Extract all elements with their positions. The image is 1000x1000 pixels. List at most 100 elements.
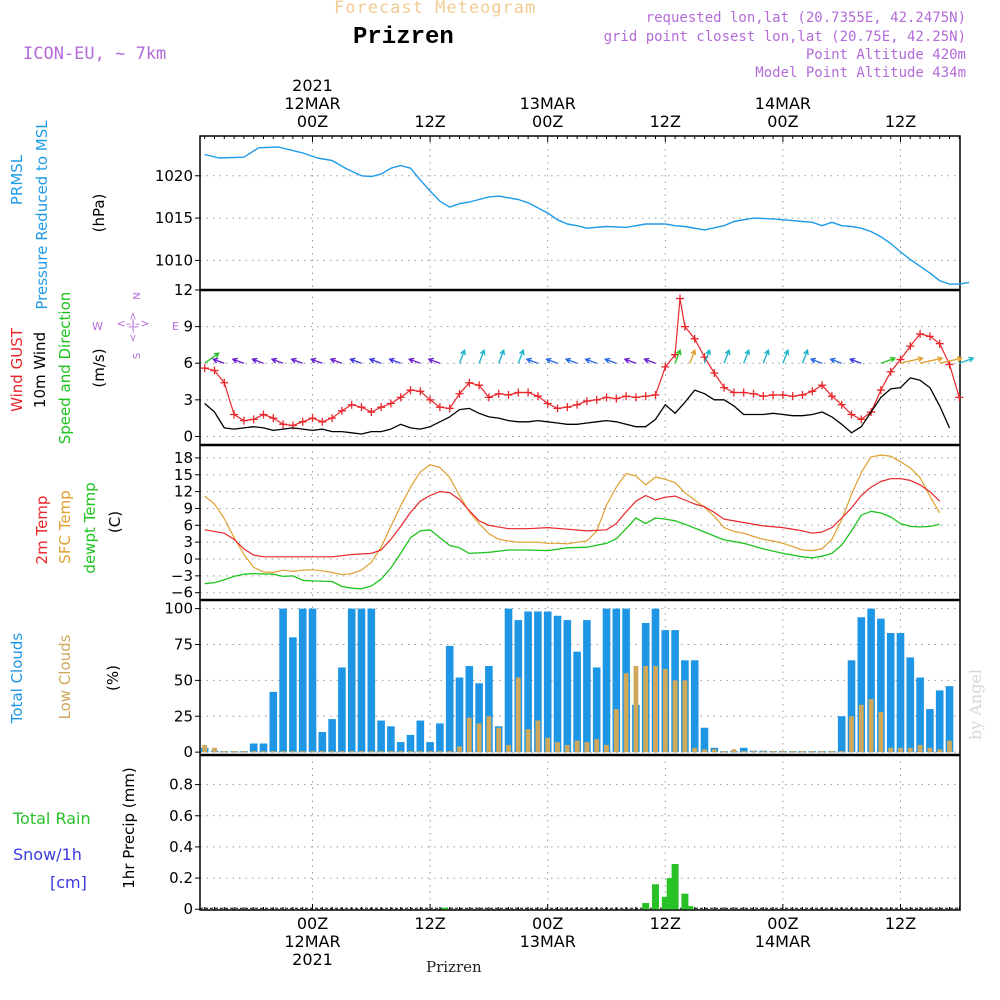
wind-direction-arrow <box>309 357 323 364</box>
compass-east: E <box>172 320 179 333</box>
total-cloud-bar <box>416 720 425 753</box>
total-cloud-bar <box>269 691 278 753</box>
low-cloud-bar <box>290 751 296 753</box>
low-cloud-bar <box>476 723 482 753</box>
rain-bar <box>671 864 679 910</box>
wind-unit: (m/s) <box>90 348 108 387</box>
wind-direction-arrow <box>231 357 245 364</box>
low-cloud-bar <box>339 751 345 753</box>
bottom-time-label: 13MAR <box>520 932 576 951</box>
y-tick-label: 0.8 <box>169 776 193 794</box>
total-cloud-bar <box>543 611 552 753</box>
total-cloud-bar <box>906 657 915 753</box>
precip-axis-label: 1hr Precip (mm) <box>120 767 138 888</box>
wind-direction-arrow <box>782 348 790 364</box>
total-cloud-bar <box>308 608 317 753</box>
bottom-time-label: 14MAR <box>755 932 811 951</box>
pressure-label-short: PRMSL <box>8 154 26 205</box>
compass-south: S <box>132 353 143 359</box>
gust-marker <box>396 393 405 402</box>
total-cloud-bar <box>455 677 464 753</box>
rain-bar <box>652 884 659 910</box>
model-altitude: Model Point Altitude 434m <box>755 65 966 81</box>
wind-direction-arrow <box>643 357 656 364</box>
gust-marker <box>259 410 268 419</box>
gust-marker <box>455 389 464 398</box>
wind-direction-arrow <box>368 357 382 364</box>
low-cloud-bar <box>408 751 413 753</box>
low-cloud-bar <box>653 666 658 753</box>
gust-marker <box>337 406 346 415</box>
gust-marker <box>676 294 684 303</box>
gust-marker <box>563 403 572 412</box>
low-cloud-bar <box>888 747 894 753</box>
total-cloud-bar <box>318 732 327 753</box>
bottom-time-label: 12Z <box>885 914 916 933</box>
total-cloud-bar <box>935 690 944 753</box>
wind-direction-arrow <box>427 357 441 364</box>
y-tick-label: 0.2 <box>169 869 193 887</box>
gust-marker <box>406 386 415 395</box>
gust-marker <box>239 416 248 425</box>
low-cloud-bar <box>868 699 874 753</box>
total-cloud-bar <box>896 633 905 753</box>
low-cloud-bar <box>819 751 825 753</box>
wind-direction-arrow <box>478 348 486 364</box>
gust-marker <box>661 362 670 371</box>
gust-marker <box>955 393 964 402</box>
gust-marker <box>416 387 425 396</box>
gust-marker <box>651 390 660 399</box>
low-cloud-bar <box>319 751 325 753</box>
rain-label: Total Rain <box>12 809 91 828</box>
low-cloud-bar <box>241 751 247 753</box>
total-cloud-bar <box>357 608 366 753</box>
rain-bar <box>686 906 694 910</box>
total-cloud-bar <box>485 666 493 753</box>
gust-marker <box>347 400 356 409</box>
sfc-temp-line <box>204 454 941 576</box>
y-tick-label: −6 <box>171 584 193 602</box>
low-cloud-bar <box>947 740 952 753</box>
low-cloud-bar <box>398 751 404 753</box>
wind-direction-arrow <box>689 348 697 364</box>
wind-direction-arrow <box>801 348 809 364</box>
low-cloud-bar <box>378 751 384 753</box>
y-tick-label: 75 <box>174 635 193 653</box>
low-cloud-bar <box>466 717 472 753</box>
gust-marker <box>308 414 317 423</box>
total-cloud-bar <box>573 651 581 753</box>
bottom-time-label: 00Z <box>532 914 563 933</box>
bottom-time-label: 00Z <box>297 914 328 933</box>
y-tick-label: 12 <box>174 483 193 501</box>
y-tick-label: 12 <box>174 281 193 299</box>
total-cloud-bar <box>249 743 258 753</box>
y-tick-label: 100 <box>164 600 193 618</box>
low-cloud-bar <box>682 680 688 753</box>
low-cloud-bar <box>437 751 443 753</box>
wind-direction-arrow <box>939 356 964 364</box>
rain-bar <box>441 907 449 910</box>
total-cloud-bar <box>867 608 875 753</box>
y-tick-label: 0 <box>183 743 193 761</box>
gust-marker <box>641 392 650 401</box>
bottom-time-label: 12Z <box>414 914 445 933</box>
wind-direction-arrow <box>388 357 401 364</box>
total-cloud-bar <box>347 608 356 753</box>
gust-marker <box>818 381 827 390</box>
dewpt-line <box>204 510 940 590</box>
total-cloud-bar <box>534 611 542 753</box>
gust-marker <box>720 383 729 392</box>
snow-unit-label: [cm] <box>50 873 87 892</box>
gust-marker <box>788 392 797 401</box>
gust-marker <box>876 386 885 395</box>
dewpt-label: dewpt Temp <box>81 482 99 573</box>
y-tick-label: 9 <box>183 318 193 336</box>
gust-marker <box>886 367 895 376</box>
gust-marker <box>553 404 562 413</box>
plot-frame <box>199 135 961 911</box>
low-cloud-bar <box>662 668 668 753</box>
wind-direction-arrow <box>270 357 284 364</box>
total-cloud-bar <box>916 677 924 753</box>
wind-direction-arrow <box>919 356 944 364</box>
wind-direction-arrow <box>743 348 751 364</box>
